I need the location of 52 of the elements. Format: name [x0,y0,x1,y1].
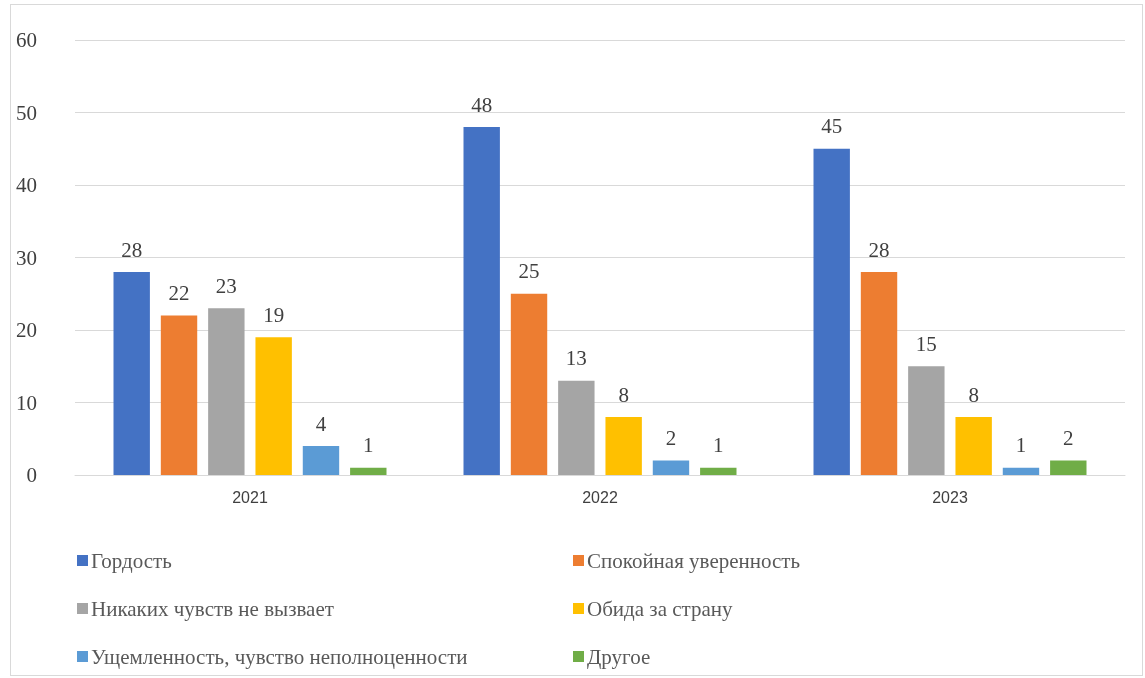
bar [955,417,992,475]
legend-label: Гордость [91,548,172,573]
bar [860,272,898,475]
bar [302,446,340,475]
data-label: 23 [215,273,237,298]
y-tick-label: 0 [26,463,37,487]
data-label: 48 [471,92,493,117]
data-label: 15 [915,331,937,356]
bar [255,337,292,475]
bar [813,148,850,475]
data-label: 25 [518,259,540,284]
bar [463,127,500,475]
legend-label: Спокойная уверенность [587,548,801,573]
data-label: 28 [121,237,143,262]
data-label: 8 [968,382,979,407]
legend-label: Другое [587,644,651,669]
y-tick-label: 20 [16,318,37,342]
bar [700,467,737,475]
legend-label: Никаких чувств не вызвает [91,596,334,621]
y-tick-label: 50 [16,100,37,125]
x-tick-label: 2023 [932,488,968,506]
bar [1050,460,1087,475]
y-tick-label: 10 [16,390,37,415]
legend-label: Обида за страну [587,596,734,621]
bar [350,467,387,475]
x-tick-label: 2021 [232,488,268,506]
legend-label: Ущемленность, чувство неполноценности [91,644,468,669]
data-label: 22 [168,281,190,305]
bar [652,460,690,475]
y-tick-label: 40 [16,173,37,197]
y-tick-label: 30 [16,245,37,270]
data-label: 1 [1015,433,1027,458]
data-label: 2 [665,426,677,450]
data-label: 1 [713,433,724,458]
bar [113,272,150,475]
data-label: 28 [868,237,890,262]
bar [908,366,945,475]
x-tick-label: 2022 [582,488,618,506]
bar [605,417,642,475]
data-label: 13 [565,346,587,371]
bar [208,308,245,475]
bar [558,380,595,475]
bar [1002,467,1040,475]
data-label: 2 [1063,426,1074,450]
y-tick-label: 60 [16,28,37,52]
bar [160,315,198,475]
data-label: 8 [618,382,629,407]
bar [510,293,548,475]
data-label: 4 [315,411,327,436]
data-label: 19 [263,302,285,327]
data-label: 45 [821,114,843,139]
data-label: 1 [363,433,374,458]
